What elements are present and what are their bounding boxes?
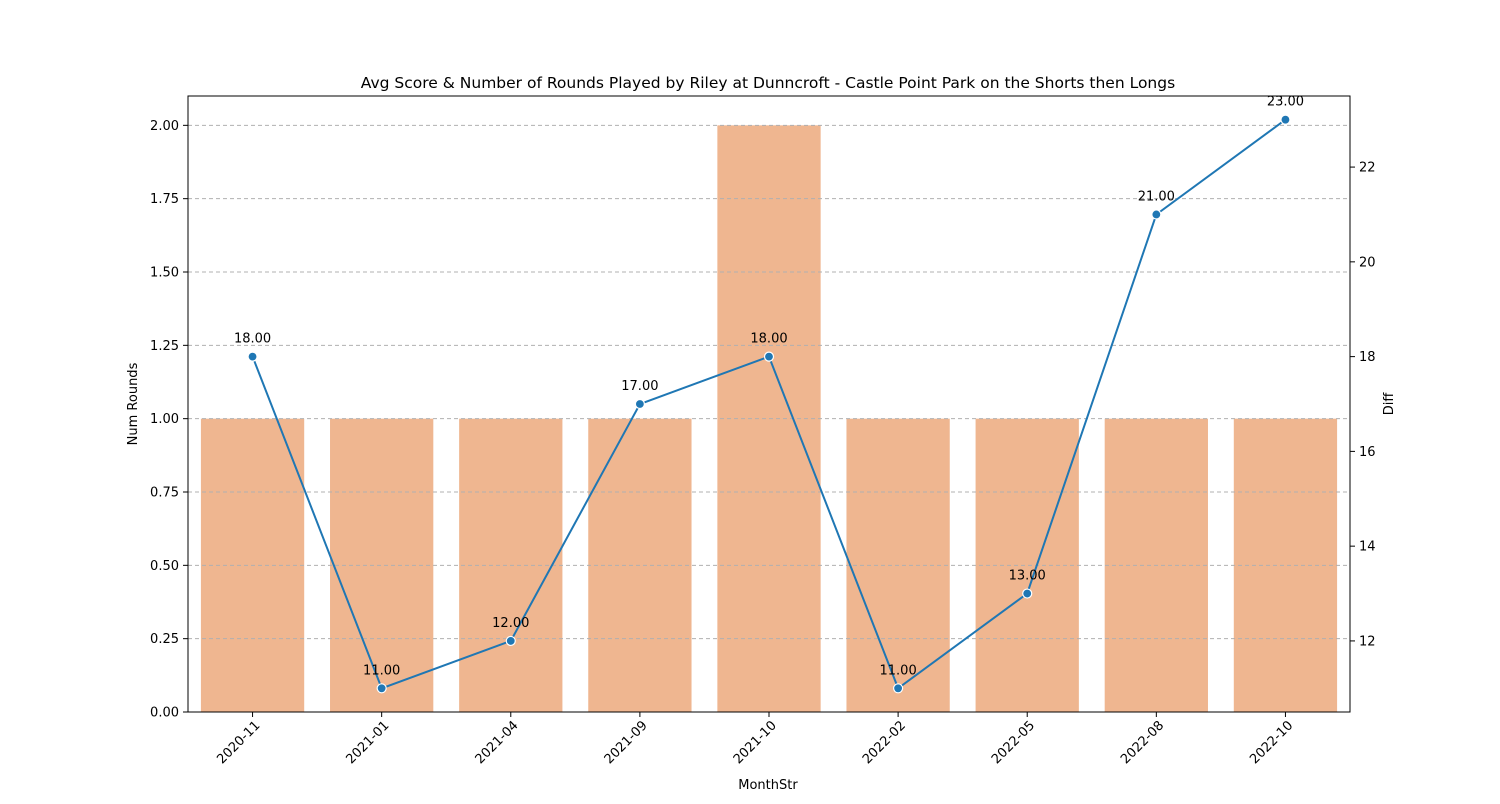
score-point-2021-01 <box>376 683 387 694</box>
data-label-2021-10: 18.00 <box>750 332 787 347</box>
score-point-2021-09 <box>634 398 645 410</box>
data-label-2022-05: 13.00 <box>1009 569 1046 584</box>
x-tick-label-2022-08: 2022-08 <box>1118 718 1167 767</box>
y-tick-label-2: 0.50 <box>150 559 179 574</box>
y2-tick-label-4: 20 <box>1359 255 1376 270</box>
y-tick-label-5: 1.25 <box>150 339 179 354</box>
data-label-2020-11: 18.00 <box>234 332 271 347</box>
y-tick-label-4: 1.00 <box>150 412 179 427</box>
x-tick-label-2021-04: 2021-04 <box>473 718 522 767</box>
data-label-2022-02: 11.00 <box>880 663 917 678</box>
y-tick-label-1: 0.25 <box>150 632 179 647</box>
score-point-2022-02 <box>893 683 904 694</box>
y2-tick-label-2: 16 <box>1359 445 1376 460</box>
chart-title: Avg Score & Number of Rounds Played by R… <box>361 74 1175 92</box>
y2-tick-label-5: 22 <box>1359 161 1376 176</box>
y-tick-label-0: 0.00 <box>150 706 179 721</box>
x-tick-label-2022-02: 2022-02 <box>860 718 909 767</box>
data-label-2022-08: 21.00 <box>1138 189 1175 204</box>
x-tick-label-2022-05: 2022-05 <box>989 718 1038 767</box>
y-tick-label-3: 0.75 <box>150 486 179 501</box>
y-tick-label-7: 1.75 <box>150 192 179 207</box>
bar-2021-01 <box>330 418 434 712</box>
x-tick-label-2021-10: 2021-10 <box>731 718 780 767</box>
score-point-2021-10 <box>763 351 775 362</box>
x-axis-label: MonthStr <box>738 778 798 793</box>
x-tick-label-2020-11: 2020-11 <box>214 718 263 767</box>
score-point-2020-11 <box>247 351 258 362</box>
y2-tick-label-1: 14 <box>1359 540 1376 555</box>
score-point-2021-04 <box>505 635 516 647</box>
data-label-2021-01: 11.00 <box>363 663 400 678</box>
data-label-2022-10: 23.00 <box>1267 95 1304 110</box>
score-point-2022-10 <box>1280 114 1291 125</box>
y2-tick-label-0: 12 <box>1359 634 1376 649</box>
data-label-2021-04: 12.00 <box>492 616 529 631</box>
y2-axis-label: Diff <box>1382 392 1397 416</box>
x-tick-label-2021-01: 2021-01 <box>343 718 392 767</box>
bar-2022-05 <box>975 418 1079 712</box>
line-layer: 18.00 11.00 12.00 17.00 18.00 11.00 13.00 21.00… <box>234 95 1304 694</box>
y-axis-label: Num Rounds <box>126 362 141 445</box>
x-tick-label-2021-09: 2021-09 <box>602 718 651 767</box>
y-tick-label-6: 1.50 <box>150 266 179 281</box>
y-tick-label-8: 2.00 <box>150 119 179 134</box>
score-point-2022-05 <box>1022 588 1033 599</box>
score-point-2022-08 <box>1151 209 1162 220</box>
y2-tick-label-3: 18 <box>1359 350 1376 365</box>
bar-2022-10 <box>1233 418 1338 712</box>
x-tick-label-2022-10: 2022-10 <box>1247 718 1296 767</box>
data-label-2021-09: 17.00 <box>621 379 658 394</box>
